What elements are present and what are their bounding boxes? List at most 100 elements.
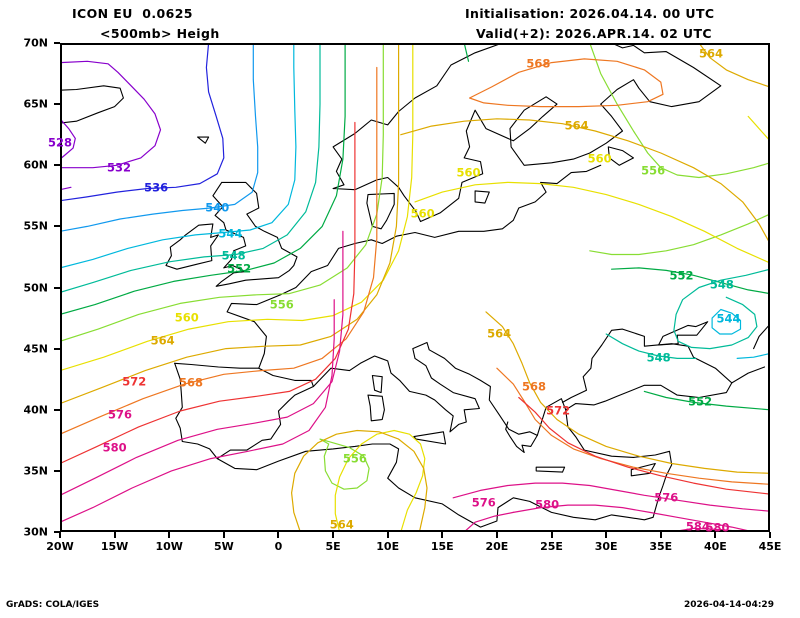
contour-label: 580 xyxy=(102,439,127,454)
coastline-path xyxy=(607,146,635,166)
coastline-path xyxy=(474,190,490,204)
coastline-path xyxy=(535,466,566,473)
grads-credit: GrADS: COLA/IGES xyxy=(6,600,100,610)
latitude-tick-mark xyxy=(54,286,60,289)
latitude-tick-label: 70N xyxy=(23,36,48,50)
contour-line-556 xyxy=(589,213,770,256)
contour-label: 544 xyxy=(716,311,741,326)
latitude-tick-mark xyxy=(54,531,60,533)
longitude-tick-mark xyxy=(168,532,171,538)
contour-label: 580 xyxy=(535,497,560,512)
render-timestamp: 2026-04-14-04:29 xyxy=(684,600,774,610)
initialisation-time: Initialisation: 2026.04.14. 00 UTC xyxy=(465,6,715,21)
latitude-tick-mark xyxy=(54,42,60,44)
contour-line-544 xyxy=(736,352,770,359)
latitude-tick-label: 65N xyxy=(23,97,48,111)
longitude-tick-label: 10E xyxy=(376,540,400,553)
contour-label: 568 xyxy=(179,375,204,390)
contour-line-548 xyxy=(605,333,697,359)
latitude-tick-label: 40N xyxy=(23,403,48,417)
contour-label: 568 xyxy=(522,378,547,393)
contour-label: 548 xyxy=(646,350,671,365)
contour-line-552 xyxy=(610,267,770,295)
coastline-path xyxy=(165,223,219,270)
coastline-path xyxy=(565,409,673,477)
contour-label: 556 xyxy=(342,450,367,465)
contour-line-556 xyxy=(319,438,370,490)
contour-line-544 xyxy=(711,308,742,335)
contour-line-560 xyxy=(747,115,770,142)
longitude-tick-label: 45E xyxy=(758,540,782,553)
contour-line-552 xyxy=(463,43,470,62)
longitude-tick-mark xyxy=(386,532,389,538)
coastline-path xyxy=(371,374,383,394)
latitude-tick-mark xyxy=(54,164,60,167)
contour-label: 552 xyxy=(688,394,713,409)
contour-label: 532 xyxy=(106,159,131,174)
contour-label: 576 xyxy=(654,490,679,505)
latitude-tick-mark xyxy=(54,103,60,106)
latitude-tick-label: 55N xyxy=(23,219,48,233)
longitude-tick-label: 40E xyxy=(703,540,727,553)
longitude-tick-mark xyxy=(222,532,225,538)
coastline-path xyxy=(174,362,314,460)
contour-line-552 xyxy=(643,390,770,411)
contour-label: 584 xyxy=(685,519,710,534)
contour-label: 568 xyxy=(526,56,551,71)
contour-line-564 xyxy=(400,118,770,245)
coastline-path xyxy=(312,341,538,454)
contour-line-564 xyxy=(291,429,428,532)
contour-label: 572 xyxy=(546,403,571,418)
longitude-tick-label: 10W xyxy=(155,540,183,553)
contour-line-528 xyxy=(60,118,76,160)
contour-label: 548 xyxy=(221,247,246,262)
contour-line-560 xyxy=(414,181,770,264)
contour-line-560 xyxy=(334,429,426,532)
contour-line-568 xyxy=(496,367,770,485)
contour-label: 540 xyxy=(205,200,230,215)
model-title: ICON EU 0.0625 xyxy=(72,6,193,21)
contour-line-532 xyxy=(60,60,162,169)
contour-line-564 xyxy=(485,311,770,474)
contour-label: 564 xyxy=(698,46,724,61)
coastline-path xyxy=(174,164,602,369)
contour-label: 576 xyxy=(471,494,496,509)
contour-line-552 xyxy=(60,43,346,315)
coastline-path xyxy=(197,136,210,144)
contour-label: 556 xyxy=(641,163,666,178)
longitude-tick-mark xyxy=(550,532,553,538)
contour-label: 552 xyxy=(227,261,252,276)
contour-line-576 xyxy=(452,482,770,512)
latitude-tick-label: 60N xyxy=(23,158,48,172)
latitude-tick-mark xyxy=(54,225,60,228)
longitude-tick-label: 0 xyxy=(274,540,283,553)
contour-line-564 xyxy=(60,43,400,405)
contour-label: 560 xyxy=(456,164,481,179)
longitude-tick-label: 25E xyxy=(540,540,563,553)
contour-line-536 xyxy=(60,43,225,202)
latitude-tick-mark xyxy=(54,469,60,472)
latitude-tick-mark xyxy=(54,408,60,411)
contour-line-544 xyxy=(60,43,297,269)
coastline-path xyxy=(753,323,770,350)
coastline-path xyxy=(216,443,667,528)
longitude-tick-label: 15E xyxy=(430,540,454,553)
coastline-path xyxy=(731,366,766,384)
longitude-tick-label: 5W xyxy=(213,540,234,553)
contour-label: 552 xyxy=(669,268,694,283)
contour-line-580 xyxy=(512,504,755,532)
contour-line-580 xyxy=(463,511,514,532)
contour-line-560 xyxy=(60,43,414,372)
latitude-tick-label: 45N xyxy=(23,342,48,356)
contour-line-556 xyxy=(60,43,384,342)
contour-line-540 xyxy=(60,43,259,232)
contour-line-548 xyxy=(60,43,321,293)
contour-label: 560 xyxy=(410,206,435,221)
longitude-tick-label: 5E xyxy=(325,540,341,553)
latitude-tick-label: 50N xyxy=(23,281,48,294)
contour-label: 576 xyxy=(108,406,133,421)
model-subtitle: <500mb> Heigh xyxy=(100,26,220,41)
longitude-tick-mark xyxy=(441,532,444,538)
coastline-path xyxy=(366,192,395,230)
longitude-tick-label: 20W xyxy=(46,540,74,553)
